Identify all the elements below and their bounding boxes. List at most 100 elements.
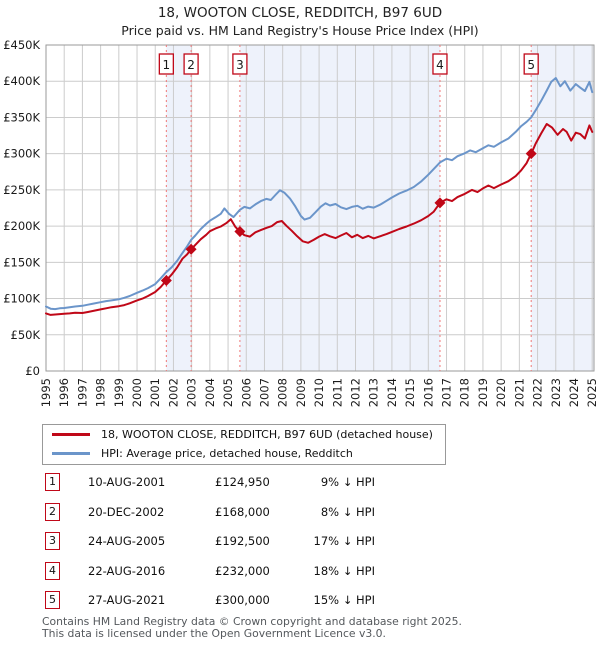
transaction-3-date: 24-AUG-2005: [88, 534, 166, 548]
y-tick-label-£50K: £50K: [11, 328, 41, 342]
x-tick-label-2022: 2022: [531, 378, 545, 407]
transaction-2-hpi-delta: 8% ↓ HPI: [320, 505, 375, 519]
x-tick-label-2014: 2014: [385, 378, 399, 407]
x-tick-label-2009: 2009: [294, 378, 308, 407]
x-tick-label-2013: 2013: [367, 378, 381, 407]
x-tick-label-2006: 2006: [239, 378, 253, 407]
y-tick-label-£350K: £350K: [3, 110, 40, 124]
x-tick-label-1999: 1999: [112, 378, 126, 407]
page-subtitle: Price paid vs. HM Land Registry's House …: [121, 23, 479, 38]
license-footer: Contains HM Land Registry data © Crown c…: [42, 616, 582, 639]
y-tick-label-£300K: £300K: [3, 147, 40, 161]
ownership-band-3: [531, 45, 594, 371]
transaction-1-price: £124,950: [215, 475, 270, 489]
transaction-1-date: 10-AUG-2001: [88, 475, 166, 489]
footer-line-1: Contains HM Land Registry data © Crown c…: [42, 615, 462, 628]
marker-box-label-4: 4: [436, 58, 444, 72]
x-tick-label-2020: 2020: [494, 378, 508, 407]
transaction-5-price: £300,000: [215, 593, 270, 607]
ownership-band-2: [239, 45, 440, 371]
x-tick-label-2017: 2017: [440, 378, 454, 407]
transaction-row-4: 4 22-AUG-2016 £232,000 18% ↓ HPI: [0, 562, 600, 582]
transaction-1-hpi-delta: 9% ↓ HPI: [320, 475, 375, 489]
y-tick-label-£400K: £400K: [3, 74, 40, 88]
marker-box-label-3: 3: [236, 58, 244, 72]
marker-box-5: [523, 53, 539, 75]
transaction-row-3: 3 24-AUG-2005 £192,500 17% ↓ HPI: [0, 532, 600, 552]
x-tick-label-2010: 2010: [312, 378, 326, 407]
chart-legend: 18, WOOTON CLOSE, REDDITCH, B97 6UD (det…: [42, 424, 446, 465]
x-tick-label-2002: 2002: [166, 378, 180, 407]
x-tick-label-2024: 2024: [567, 378, 581, 407]
transaction-1-marker: 1: [45, 473, 60, 491]
x-tick-label-1996: 1996: [57, 378, 71, 407]
y-tick-label-£150K: £150K: [3, 255, 40, 269]
x-tick-label-1998: 1998: [94, 378, 108, 407]
y-tick-label-£250K: £250K: [3, 183, 40, 197]
transaction-3-price: £192,500: [215, 534, 270, 548]
x-tick-label-2015: 2015: [403, 378, 417, 407]
x-tick-label-2023: 2023: [549, 378, 563, 407]
price-paid-line: [45, 123, 594, 316]
transaction-5-date: 27-AUG-2021: [88, 593, 166, 607]
x-tick-label-2001: 2001: [148, 378, 162, 407]
x-tick-label-2021: 2021: [512, 378, 526, 407]
transaction-4-hpi-delta: 18% ↓ HPI: [313, 564, 375, 578]
marker-box-4: [432, 53, 448, 75]
hpi-line: [45, 77, 594, 311]
footer-line-2: This data is licensed under the Open Gov…: [42, 626, 386, 640]
transaction-2-date: 20-DEC-2002: [88, 505, 165, 519]
property-line-swatch: [52, 433, 90, 436]
x-tick-label-2025: 2025: [585, 378, 599, 407]
x-tick-label-2008: 2008: [276, 378, 290, 407]
page-title: 18, WOOTON CLOSE, REDDITCH, B97 6UD: [157, 5, 443, 21]
x-tick-label-2012: 2012: [349, 378, 363, 407]
marker-box-1: [158, 53, 174, 75]
legend-item-hpi: HPI: Average price, detached house, Redd…: [43, 444, 445, 463]
y-tick-label-£200K: £200K: [3, 219, 40, 233]
transaction-3-hpi-delta: 17% ↓ HPI: [313, 534, 375, 548]
plot-border: [45, 44, 595, 372]
transaction-2-price: £168,000: [215, 505, 270, 519]
transaction-4-price: £232,000: [215, 564, 270, 578]
x-tick-label-1995: 1995: [39, 378, 53, 407]
x-tick-label-2005: 2005: [221, 378, 235, 407]
transaction-5-hpi-delta: 15% ↓ HPI: [313, 593, 375, 607]
legend-item-property: 18, WOOTON CLOSE, REDDITCH, B97 6UD (det…: [43, 425, 445, 444]
legend-label-hpi: HPI: Average price, detached house, Redd…: [101, 447, 353, 460]
transaction-row-5: 5 27-AUG-2021 £300,000 15% ↓ HPI: [0, 591, 600, 611]
x-tick-label-2016: 2016: [421, 378, 435, 407]
y-tick-label-£100K: £100K: [3, 292, 40, 306]
legend-label-property: 18, WOOTON CLOSE, REDDITCH, B97 6UD (det…: [101, 428, 433, 441]
transaction-4-marker: 4: [45, 562, 60, 580]
price-history-chart: 1 2 3 4 5 £0 £50K £100K £150K £200K £250K £300K £350…: [3, 38, 599, 407]
marker-box-2: [183, 53, 199, 75]
transaction-5-marker: 5: [45, 591, 60, 609]
marker-diamond-2: [185, 243, 197, 255]
transaction-3-marker: 3: [45, 532, 60, 550]
transaction-row-2: 2 20-DEC-2002 £168,000 8% ↓ HPI: [0, 503, 600, 523]
y-tick-label-£450K: £450K: [3, 38, 40, 52]
marker-diamond-1: [160, 274, 172, 286]
marker-diamond-5: [525, 148, 537, 160]
marker-box-label-2: 2: [187, 58, 195, 72]
marker-box-label-5: 5: [527, 58, 535, 72]
x-tick-label-2004: 2004: [203, 378, 217, 407]
x-tick-label-2003: 2003: [185, 378, 199, 407]
x-tick-label-2019: 2019: [476, 378, 490, 407]
marker-diamond-4: [434, 197, 446, 209]
transaction-4-date: 22-AUG-2016: [88, 564, 166, 578]
ownership-band-1: [166, 45, 192, 371]
x-tick-label-2000: 2000: [130, 378, 144, 407]
marker-box-3: [232, 53, 248, 75]
x-tick-label-2007: 2007: [257, 378, 271, 407]
x-tick-label-1997: 1997: [75, 378, 89, 407]
x-tick-label-2011: 2011: [330, 378, 344, 407]
y-tick-label-£0: £0: [25, 364, 40, 378]
marker-box-label-1: 1: [163, 58, 171, 72]
transaction-2-marker: 2: [45, 503, 60, 521]
hpi-line-swatch: [52, 452, 90, 455]
x-tick-label-2018: 2018: [458, 378, 472, 407]
marker-diamond-3: [234, 226, 246, 238]
